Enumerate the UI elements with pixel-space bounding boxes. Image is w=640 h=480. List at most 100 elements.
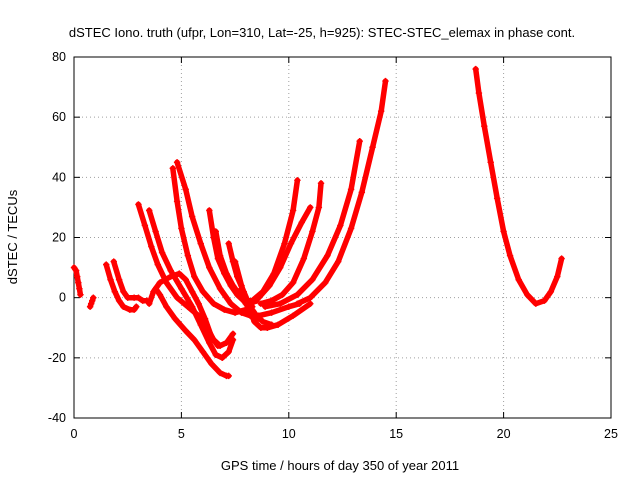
data-point (229, 336, 237, 343)
data-point (558, 255, 565, 262)
data-point (176, 270, 183, 277)
data-point (347, 186, 355, 193)
x-tick-label: 25 (604, 427, 618, 441)
y-tick-label: 40 (52, 170, 66, 184)
data-point (287, 240, 295, 247)
x-tick-label: 5 (178, 427, 185, 441)
data-point (231, 258, 239, 265)
data-point (206, 264, 213, 271)
data-point (89, 297, 96, 304)
data-point (173, 198, 181, 205)
data-point (225, 348, 232, 356)
data-point (225, 240, 232, 247)
data-point (133, 303, 140, 310)
data-point (264, 324, 271, 331)
data-point (197, 240, 204, 247)
data-point (77, 291, 84, 298)
data-point (90, 294, 97, 301)
data-point (195, 300, 202, 307)
data-point (289, 279, 297, 286)
data-point (279, 291, 286, 298)
data-point (541, 297, 548, 304)
series-arc-19 (294, 77, 389, 307)
series-arc-1 (70, 264, 84, 298)
x-tick-label: 0 (71, 427, 78, 441)
data-point (76, 285, 83, 292)
y-axis-label: dSTEC / TECUs (5, 189, 20, 284)
data-point (347, 225, 355, 232)
data-point (229, 330, 237, 337)
data-point (107, 276, 114, 283)
data-point (171, 315, 179, 322)
data-point (487, 159, 494, 166)
data-point (145, 207, 153, 214)
data-point (481, 122, 488, 130)
data-point (87, 300, 95, 307)
data-point (212, 351, 219, 359)
data-point (315, 204, 323, 211)
data-point (216, 252, 224, 259)
series-line (146, 207, 236, 361)
data-point (377, 107, 385, 115)
x-tick-label: 20 (497, 427, 511, 441)
data-point (154, 261, 161, 268)
data-point (251, 318, 258, 325)
series-arc-20 (472, 65, 565, 307)
data-point (309, 276, 316, 283)
data-point (322, 279, 329, 286)
data-point (229, 282, 237, 289)
data-point (135, 294, 142, 301)
data-point (255, 294, 262, 301)
data-point (307, 204, 314, 211)
data-point (206, 339, 213, 346)
data-point (554, 273, 561, 280)
data-point (75, 279, 82, 286)
data-point (294, 291, 301, 298)
data-point (500, 228, 507, 235)
data-point (294, 300, 301, 307)
data-point (152, 285, 159, 292)
data-point (274, 321, 282, 328)
series-arc-16 (246, 204, 314, 307)
data-point (210, 300, 217, 307)
data-point (358, 189, 366, 196)
data-point (238, 309, 245, 316)
data-point (178, 225, 185, 232)
series-arc-7 (145, 270, 222, 349)
data-point (324, 252, 331, 259)
data-point (277, 264, 284, 271)
data-point (167, 267, 174, 274)
data-point (115, 297, 123, 304)
data-point (199, 348, 207, 356)
y-tick-label: -40 (48, 411, 66, 425)
data-point (167, 273, 174, 280)
data-point (259, 318, 267, 325)
data-point (221, 306, 228, 313)
data-point (493, 195, 501, 202)
data-point (197, 321, 204, 328)
data-point (191, 336, 198, 343)
data-point (111, 288, 119, 295)
y-tick-label: 20 (52, 231, 66, 245)
x-tick-label: 10 (282, 427, 296, 441)
series-line (294, 78, 389, 307)
data-point (246, 300, 254, 307)
data-point (475, 89, 483, 97)
data-point (285, 303, 292, 310)
data-point (201, 315, 209, 322)
data-point (216, 285, 224, 292)
data-point (298, 219, 305, 226)
data-point (212, 228, 219, 235)
data-point (382, 77, 389, 85)
data-point (110, 258, 117, 265)
data-point (191, 273, 198, 280)
data-series (70, 65, 565, 380)
y-tick-label: 0 (59, 291, 66, 305)
data-point (135, 201, 142, 208)
chart-title: dSTEC Iono. truth (ufpr, Lon=310, Lat=-2… (69, 25, 575, 40)
series-arc-8 (152, 285, 232, 380)
data-point (156, 291, 164, 298)
data-point (317, 180, 325, 187)
data-point (182, 327, 189, 334)
